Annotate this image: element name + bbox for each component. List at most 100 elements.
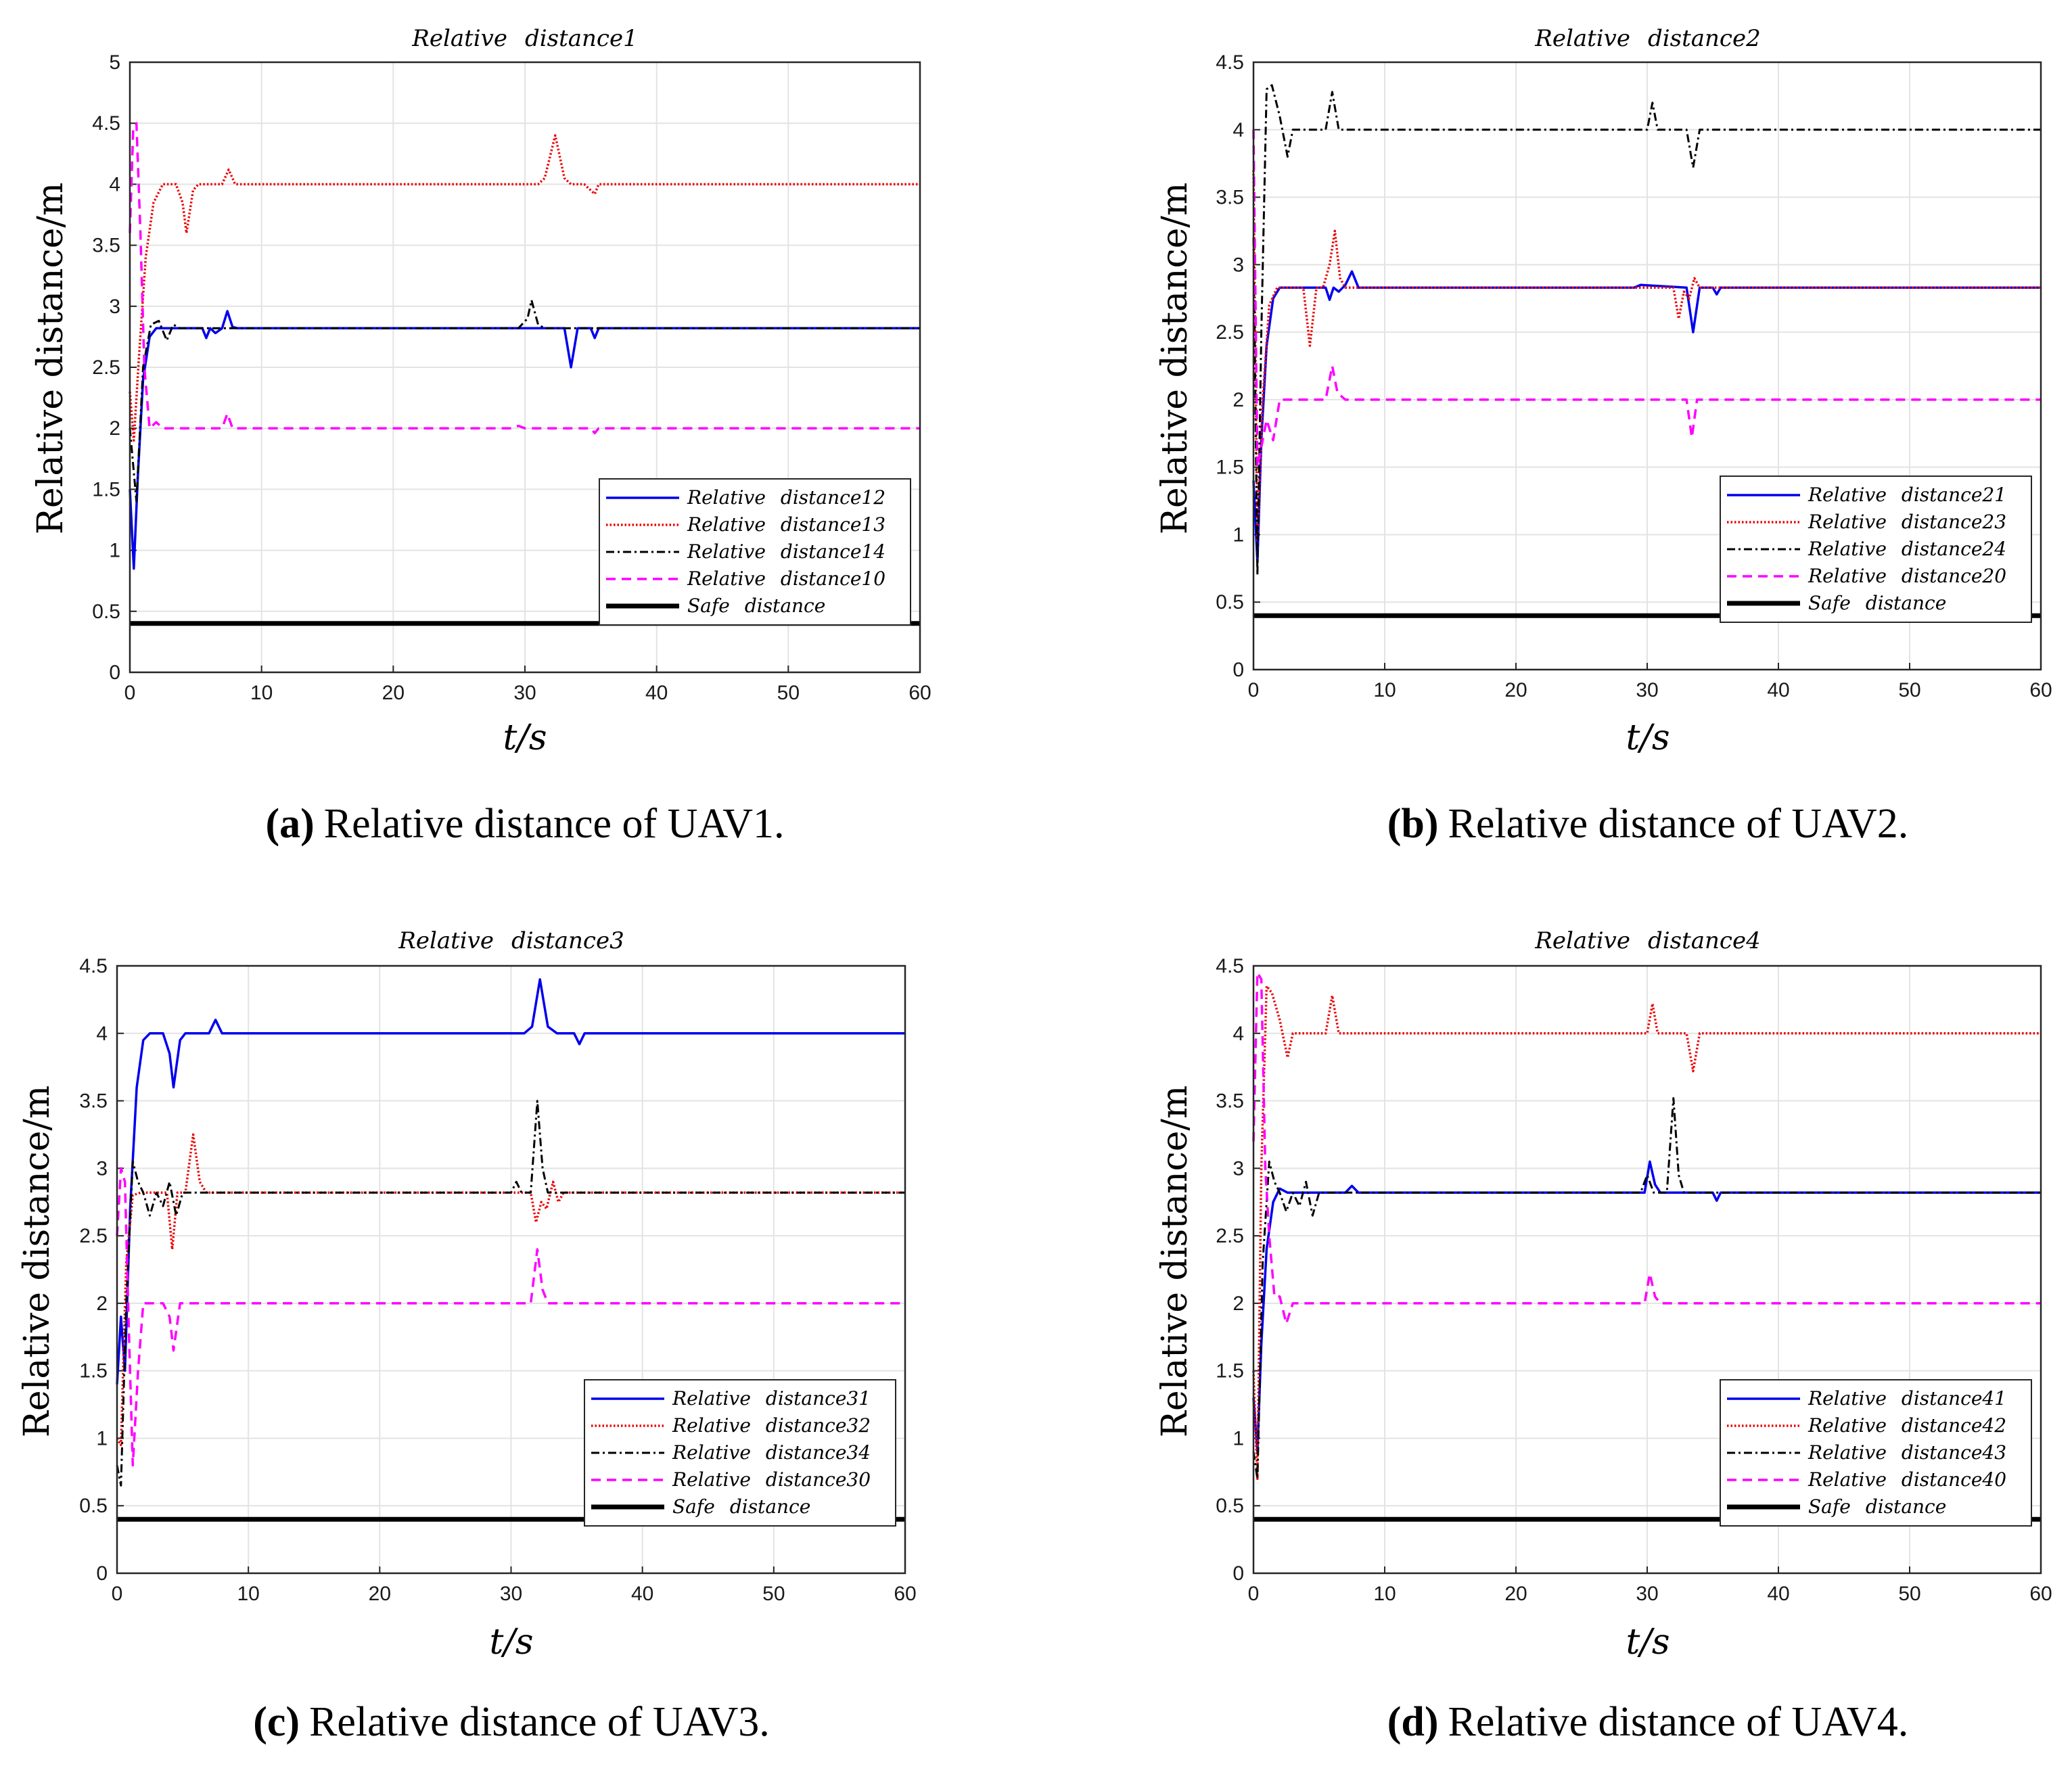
plot-frame [116, 965, 906, 1575]
legend-label: Safe distance [1808, 1495, 1946, 1518]
chart-title-b: Relative distance2 [1534, 25, 1760, 52]
y-tick-label: 1 [109, 540, 120, 562]
y-tick-label: 1.5 [92, 478, 120, 501]
caption-b: (b) Relative distance of UAV2. [1387, 801, 1909, 847]
legend-label: Safe distance [1808, 592, 1946, 614]
x-tick-label: 50 [1898, 679, 1920, 701]
y-tick-label: 4 [1233, 119, 1244, 141]
x-tick-label: 40 [645, 682, 668, 704]
legend-label: Relative distance34 [672, 1441, 871, 1464]
x-tick-label: 10 [1373, 679, 1396, 701]
y-tick-label: 0 [109, 661, 120, 684]
y-tick-label: 2 [96, 1293, 108, 1315]
series-line-c-1 [116, 1133, 905, 1447]
svg-text:Relative distance/m: Relative distance/m [30, 183, 71, 534]
legend-label: Relative distance10 [687, 567, 885, 590]
series-line-c-2 [116, 1100, 905, 1487]
series-line-d-1 [1252, 985, 2041, 1481]
legend-label: Relative distance13 [687, 513, 885, 536]
y-tick-label: 1.5 [79, 1360, 108, 1382]
panel-b: Relative distance2 Relative distance/m t/… [1155, 25, 2052, 847]
caption-a: (a) Relative distance of UAV1. [265, 801, 784, 847]
y-tick-label: 4.5 [79, 955, 108, 977]
chart-title-a: Relative distance1 [411, 25, 637, 52]
x-tick-label: 60 [908, 682, 931, 704]
legend-label: Relative distance32 [672, 1414, 871, 1437]
y-tick-label: 4.5 [92, 112, 120, 135]
legend-b: Relative distance21 Relative distance23 Rela… [1720, 475, 2032, 623]
svg-text:Relative distance/m: Relative distance/m [1155, 183, 1195, 534]
series-line-d-3 [1252, 971, 2041, 1325]
series-line-d-2 [1252, 1097, 2041, 1480]
svg-text:Relative distance/m: Relative distance/m [17, 1086, 57, 1437]
x-tick-label: 60 [2029, 679, 2052, 701]
x-tick-label: 10 [237, 1583, 259, 1605]
legend-box [584, 1379, 896, 1527]
y-axis-label-b: Relative distance/m [1155, 183, 1195, 534]
legend-label: Relative distance31 [672, 1387, 871, 1410]
y-tick-label: 3.5 [92, 235, 120, 257]
x-axis-label-a: t/s [503, 718, 547, 758]
chart-title-d: Relative distance4 [1534, 927, 1760, 954]
legend-box [599, 478, 911, 626]
plot-area-b: 0 10 20 30 40 50 60 0 0.5 1 1.5 2 2.5 3 3.5 4 4.5 Relativ… [1216, 51, 2052, 701]
x-tick-label: 20 [369, 1583, 391, 1605]
panel-d: Relative distance4 Relative distance/m t/… [1155, 927, 2052, 1745]
plot-frame [129, 61, 921, 674]
series-line-b-1 [1252, 170, 2041, 543]
y-tick-label: 0.5 [92, 601, 120, 623]
x-tick-label: 50 [1898, 1583, 1920, 1605]
caption-d: (d) Relative distance of UAV4. [1387, 1699, 1909, 1745]
y-tick-label: 3 [109, 296, 120, 318]
y-tick-label: 3.5 [1216, 187, 1244, 209]
legend-label: Relative distance42 [1808, 1414, 2006, 1437]
panel-c: Relative distance3 Relative distance/m t/… [17, 927, 917, 1745]
y-axis-label-c: Relative distance/m [17, 1086, 57, 1437]
y-tick-label: 1 [1233, 1427, 1244, 1449]
x-tick-label: 40 [631, 1583, 653, 1605]
svg-text:Relative distance/m: Relative distance/m [1155, 1086, 1195, 1437]
legend-label: Relative distance41 [1808, 1387, 2006, 1410]
x-tick-label: 0 [124, 682, 136, 704]
legend-label: Relative distance14 [687, 540, 885, 563]
x-tick-label: 60 [894, 1583, 916, 1605]
y-tick-label: 3.5 [79, 1090, 108, 1113]
y-tick-label: 0.5 [1216, 591, 1244, 613]
x-tick-label: 0 [1248, 679, 1260, 701]
x-tick-label: 40 [1767, 679, 1789, 701]
chart-title-c: Relative distance3 [398, 927, 624, 954]
plot-area-d: 0 10 20 30 40 50 60 0 0.5 1 1.5 2 2.5 3 3.5 4 4.5 Relativ… [1216, 955, 2052, 1605]
x-tick-label: 10 [1373, 1583, 1396, 1605]
y-tick-label: 3 [1233, 254, 1244, 276]
y-tick-label: 4.5 [1216, 51, 1244, 74]
series-line-a-1 [129, 134, 920, 442]
y-tick-label: 0.5 [1216, 1495, 1244, 1517]
y-tick-label: 1 [1233, 524, 1244, 546]
legend-label: Relative distance30 [672, 1468, 871, 1491]
legend-box [1720, 1379, 2032, 1527]
legend-label: Relative distance23 [1808, 511, 2006, 533]
plot-frame [1252, 61, 2042, 671]
y-tick-label: 4 [1233, 1023, 1244, 1045]
x-tick-label: 30 [1636, 679, 1658, 701]
x-tick-label: 50 [777, 682, 800, 704]
series-line-c-0 [116, 978, 905, 1385]
x-tick-label: 30 [500, 1583, 522, 1605]
legend-c: Relative distance31 Relative distance32 Rela… [584, 1379, 896, 1527]
y-tick-label: 2 [1233, 389, 1244, 411]
x-tick-label: 20 [382, 682, 405, 704]
x-tick-label: 50 [762, 1583, 785, 1605]
x-tick-label: 40 [1767, 1583, 1789, 1605]
y-tick-label: 2 [109, 417, 120, 440]
y-tick-label: 2.5 [92, 356, 120, 379]
series-line-b-2 [1252, 84, 2041, 576]
legend-label: Relative distance21 [1808, 484, 2006, 506]
y-tick-label: 2 [1233, 1293, 1244, 1315]
legend-label: Relative distance12 [687, 486, 885, 509]
plot-area-c: 0 10 20 30 40 50 60 0 0.5 1 1.5 2 2.5 3 3.5 4 4.5 Relativ… [79, 955, 916, 1605]
y-tick-label: 3.5 [1216, 1090, 1244, 1113]
legend-box [1720, 475, 2032, 623]
legend-label: Safe distance [672, 1495, 810, 1518]
caption-c: (c) Relative distance of UAV3. [253, 1699, 770, 1745]
